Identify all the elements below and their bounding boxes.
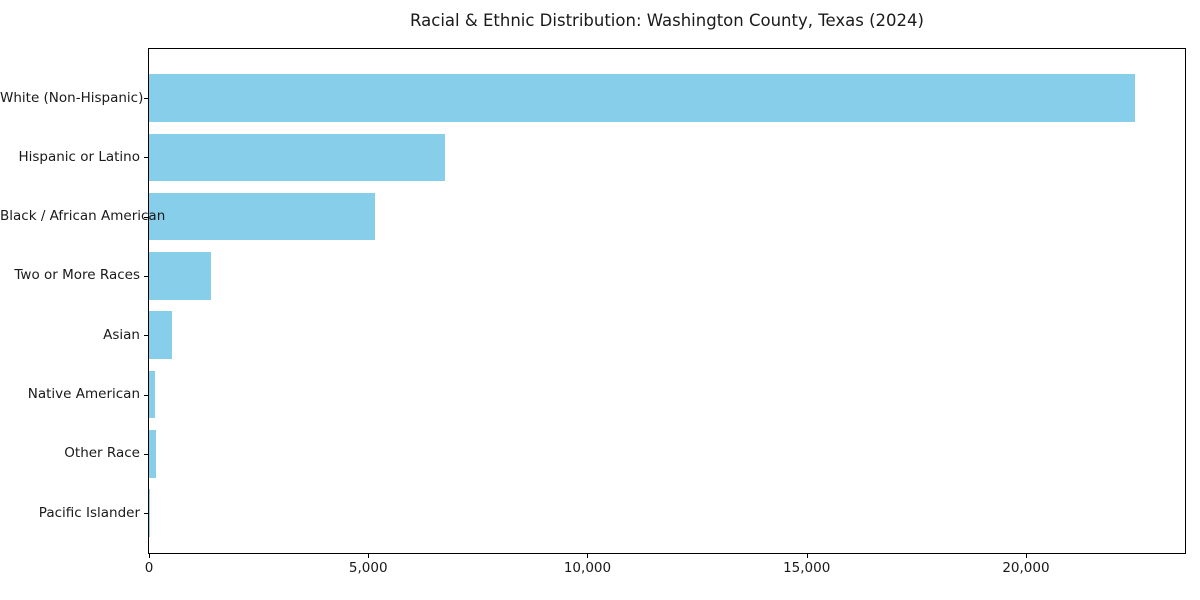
y-tick-label: Asian [103, 326, 140, 343]
bar-hispanic-or-latino [149, 133, 445, 182]
y-tick-mark [144, 275, 148, 277]
x-tick-label: 15,000 [783, 560, 831, 576]
plot-area [148, 48, 1186, 554]
y-tick-label: Native American [27, 386, 140, 402]
y-tick-mark [144, 157, 148, 159]
x-tick-mark [1025, 554, 1027, 558]
y-tick-label: Black / African American [0, 208, 166, 225]
y-tick-label: Two or More Races [14, 267, 140, 284]
y-tick-label: Pacific Islander [38, 504, 140, 521]
bar-native-american [149, 370, 155, 419]
x-tick-label: 5,000 [348, 560, 388, 576]
y-tick-label: Hispanic or Latino [18, 148, 140, 165]
x-tick-label: 10,000 [563, 560, 612, 576]
y-tick-mark [144, 98, 148, 99]
chart-title: Racial & Ethnic Distribution: Washington… [410, 11, 924, 30]
x-tick-mark [368, 554, 370, 558]
y-tick-label: Other Race [64, 445, 140, 462]
y-tick-mark [144, 453, 148, 455]
y-tick-mark [144, 335, 148, 337]
y-tick-mark [144, 216, 148, 218]
x-tick-mark [806, 554, 808, 558]
bar-white-non-hispanic [149, 74, 1135, 122]
bar-two-or-more-races [149, 252, 211, 300]
x-tick-label: 20,000 [1002, 560, 1050, 576]
bar-asian [149, 311, 172, 359]
bar-black-african-american [149, 192, 376, 241]
bar-other-race [149, 430, 156, 478]
y-tick-mark [144, 394, 148, 396]
x-tick-mark [587, 554, 589, 558]
y-tick-mark [144, 513, 148, 515]
x-tick-label: 0 [144, 560, 154, 576]
y-tick-label: White (Non-Hispanic) [0, 89, 144, 106]
x-tick-mark [149, 554, 150, 558]
